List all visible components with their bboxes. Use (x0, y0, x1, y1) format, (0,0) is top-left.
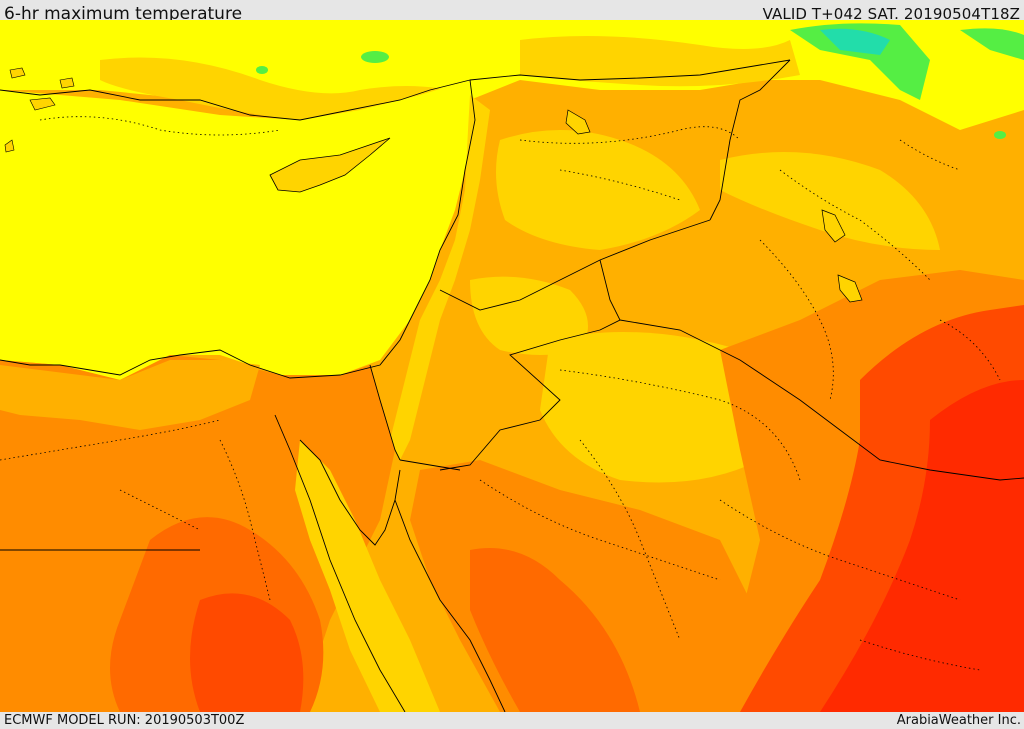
temperature-map (0, 20, 1024, 712)
iraq-lake-1 (821, 209, 846, 243)
northeast-green-patch (790, 23, 930, 101)
red-sea (295, 440, 440, 712)
northeast-green-patch-2 (960, 28, 1024, 60)
coastlines (0, 79, 506, 712)
iraq-lake-2 (837, 274, 863, 303)
saudi-light-patch (540, 332, 767, 483)
northeast-cyan-patch (820, 28, 890, 55)
levant-coastal-strip (390, 95, 490, 460)
country-borders (0, 59, 1024, 551)
turkey-orange-patches-2 (520, 36, 800, 87)
credit-text: ArabiaWeather Inc. (896, 713, 1021, 728)
egypt-north-light (0, 360, 260, 430)
cyprus-island (269, 137, 391, 193)
header-bar (0, 0, 1024, 20)
footer-bar (0, 712, 1024, 729)
turkey-green-spot-2 (256, 66, 268, 74)
syria-lake (565, 109, 591, 135)
province-boundaries (0, 116, 1001, 671)
model-run: ECMWF MODEL RUN: 20190503T00Z (4, 713, 245, 728)
jordan-light-patch (470, 276, 588, 355)
turkey-green-spot (361, 51, 389, 63)
syria-light-patch (496, 130, 700, 250)
aegean-islands (4, 67, 75, 153)
saudi-west-red (470, 548, 640, 712)
valid-time: VALID T+042 SAT. 20190504T18Z (762, 5, 1020, 23)
map-canvas (0, 20, 1024, 712)
iraq-light-patch (720, 152, 940, 250)
northeast-green-spot-3 (994, 131, 1006, 139)
east-deep-red-field (820, 380, 1024, 712)
map-title: 6-hr maximum temperature (4, 4, 243, 24)
egypt-deep-red (190, 593, 304, 712)
